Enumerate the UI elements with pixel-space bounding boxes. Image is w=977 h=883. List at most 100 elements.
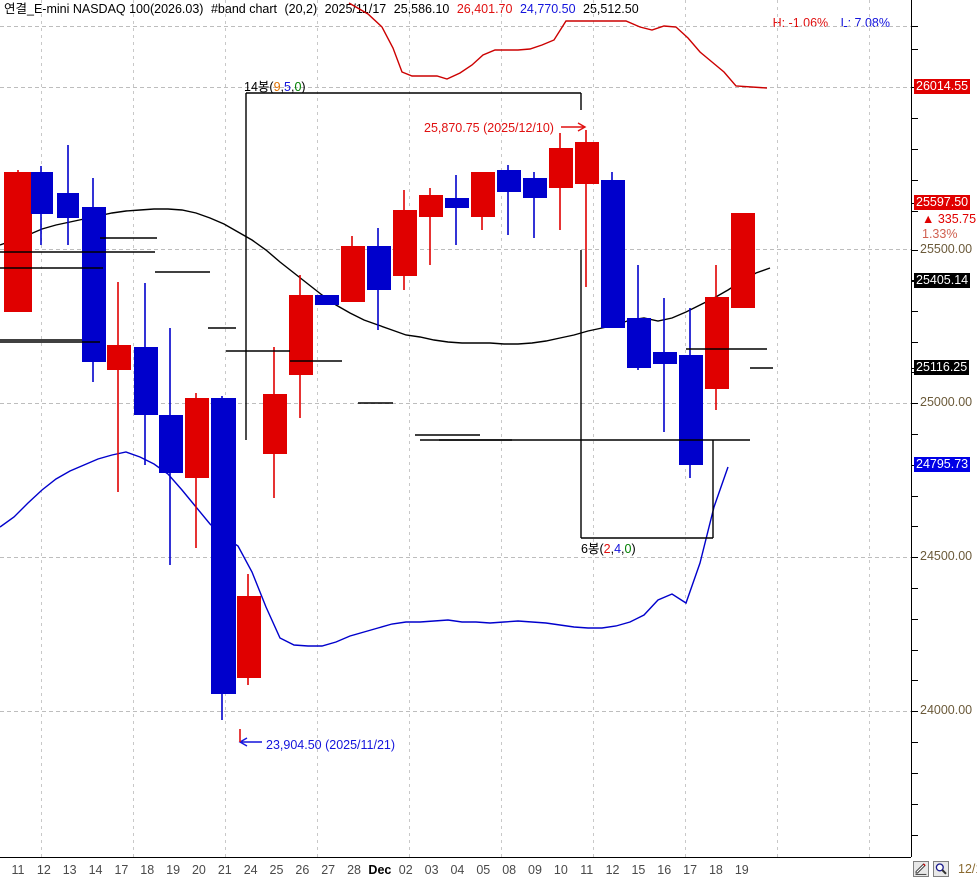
price-marker-red[interactable]: 26014.55	[914, 79, 971, 94]
measurement-bracket-14	[245, 92, 582, 440]
candle	[4, 170, 32, 312]
date-tick-label: 14	[88, 863, 103, 877]
price-marker-black[interactable]: 25116.25	[914, 360, 970, 375]
candle	[653, 298, 677, 432]
quote-date: 2025/11/17	[324, 2, 387, 16]
candle	[289, 275, 313, 418]
date-tick-label: 20	[191, 863, 206, 877]
date-tick-label: 11	[11, 863, 25, 877]
date-tick-label: 13	[62, 863, 77, 877]
candle	[549, 133, 573, 230]
candlestick-series	[4, 130, 755, 720]
symbol-label: 연결_E-mini NASDAQ 100(2026.03)	[4, 2, 204, 16]
axis-tick	[912, 311, 918, 312]
candle	[627, 265, 651, 370]
candle	[82, 178, 106, 382]
date-tick-label: 19	[166, 863, 181, 877]
candle	[445, 175, 469, 245]
bars-14-label: 14봉(9,5,0)	[244, 80, 306, 94]
measurement-bracket-6	[580, 250, 714, 539]
date-tick-label: 03	[424, 863, 439, 877]
date-tick-label: 16	[657, 863, 672, 877]
candle	[107, 282, 131, 492]
price-change-value: ▲ 335.75	[922, 212, 977, 226]
candle	[341, 236, 365, 302]
low-annotation-arrow	[238, 737, 262, 747]
lower-band-line	[0, 451, 729, 647]
candle	[211, 396, 236, 720]
date-tick-label: 11	[580, 863, 594, 877]
date-tick-label: 24	[243, 863, 258, 877]
candle	[185, 393, 209, 548]
date-tick-label: 27	[321, 863, 336, 877]
bars-6-label: 6봉(2,4,0)	[581, 542, 636, 556]
candle	[601, 172, 625, 328]
axis-tick	[912, 149, 918, 150]
date-tick-label: 21	[217, 863, 232, 877]
candle	[57, 145, 79, 245]
date-tick-label: 15	[631, 863, 646, 877]
date-tick-label: 05	[476, 863, 491, 877]
candle	[731, 213, 755, 308]
axis-tick	[912, 588, 918, 589]
candle	[159, 328, 183, 565]
date-tick-label: 17	[683, 863, 698, 877]
pencil-icon[interactable]	[913, 861, 929, 877]
axis-tick	[912, 526, 918, 527]
axis-tick	[912, 26, 918, 27]
date-tick-label: 12	[605, 863, 620, 877]
date-tick-label: 02	[398, 863, 413, 877]
candle	[31, 166, 53, 245]
axis-tick	[912, 250, 918, 251]
quote-close: 25,512.50	[583, 2, 639, 16]
candle	[679, 308, 703, 478]
candle	[134, 283, 158, 465]
axis-tick	[912, 118, 918, 119]
low-price-annotation: 23,904.50 (2025/11/21)	[266, 738, 396, 752]
date-tick-label: 09	[528, 863, 542, 877]
price-marker-blue[interactable]: 24795.73	[914, 457, 971, 472]
axis-tick	[912, 711, 918, 712]
axis-tick	[912, 403, 918, 404]
current-date-label: 12/19	[958, 862, 977, 876]
axis-tick	[912, 804, 918, 805]
price-marker-black[interactable]: 25405.14	[914, 273, 971, 288]
axis-tick	[912, 650, 918, 651]
axis-tick	[912, 211, 918, 212]
date-tick-label: 28	[347, 863, 361, 877]
axis-tick	[912, 742, 918, 743]
date-tick-label: 25	[269, 863, 284, 877]
price-tick-label: 24500.00	[920, 549, 973, 563]
candle	[237, 574, 261, 685]
price-tick-label: 25500.00	[920, 242, 973, 256]
price-tick-label: 25000.00	[920, 395, 973, 409]
candle	[263, 347, 287, 498]
price-change-percent: 1.33%	[922, 227, 958, 241]
price-axis[interactable]: 25500.00 25000.00 24500.00 24000.00 26014.55…	[911, 0, 977, 857]
date-tick-label: 19	[734, 863, 749, 877]
date-tick-label: 04	[450, 863, 465, 877]
chart-header: 연결_E-mini NASDAQ 100(2026.03) #band char…	[4, 1, 643, 17]
axis-tick	[912, 619, 918, 620]
candle	[523, 172, 547, 238]
axis-tick	[912, 773, 918, 774]
candle	[315, 295, 339, 305]
axis-tick	[912, 557, 918, 558]
price-marker-red[interactable]: 25597.50	[914, 195, 971, 210]
date-tick-label: 26	[295, 863, 310, 877]
date-tick-label: 18	[708, 863, 723, 877]
date-tick-label: 10	[553, 863, 568, 877]
candle	[575, 130, 599, 287]
quote-high: 26,401.70	[456, 2, 513, 16]
date-tick-label: Dec	[368, 863, 392, 877]
chart-plot-area[interactable]: 14봉(9,5,0) 6봉(2,4,0) 25,870.75 (2025/12/10…	[0, 0, 911, 857]
candle	[393, 190, 417, 290]
date-axis[interactable]: 11 12 13 14 17 18 19 20 21 24 25 26 27 28 Dec 02 03 04 05 0…	[0, 857, 911, 883]
candle	[497, 165, 521, 235]
axis-tick	[912, 180, 918, 181]
candle	[367, 228, 391, 330]
candle	[705, 265, 729, 410]
magnifier-icon[interactable]	[933, 861, 949, 877]
axis-tick	[912, 680, 918, 681]
